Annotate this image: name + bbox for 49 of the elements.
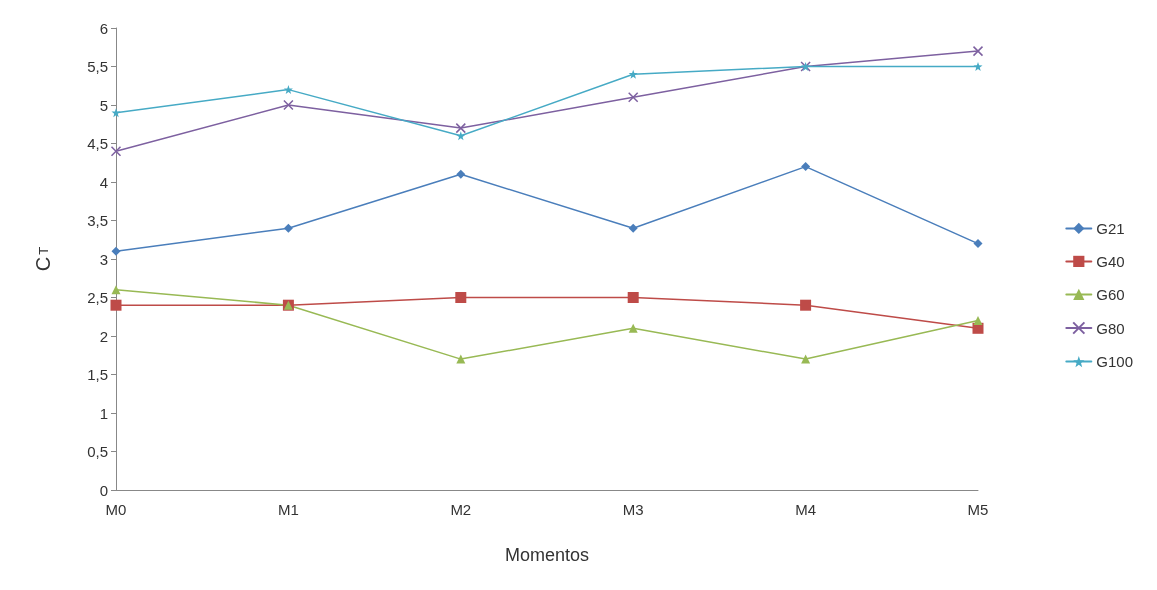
point xyxy=(628,223,638,233)
y-tick-label: 5,5 xyxy=(87,58,108,75)
point xyxy=(972,45,984,57)
point xyxy=(628,323,638,333)
point xyxy=(111,246,121,256)
point xyxy=(455,122,467,134)
y-tick-label: 6 xyxy=(99,19,108,37)
y-tick-label: 0,5 xyxy=(87,443,108,460)
legend-label: G40 xyxy=(1096,252,1125,270)
x-tick-label: M4 xyxy=(795,501,817,518)
y-tick-label: 2 xyxy=(99,327,108,345)
point xyxy=(456,354,466,364)
point xyxy=(456,169,466,179)
legend-label: G21 xyxy=(1096,219,1125,237)
x-tick-label: M5 xyxy=(967,501,989,518)
y-tick-label: 1 xyxy=(99,404,108,422)
legend-label: G100 xyxy=(1096,353,1134,371)
y-tick-label: 0 xyxy=(99,481,108,499)
y-tick-label: 1,5 xyxy=(87,366,108,383)
point xyxy=(283,99,294,111)
y-tick-label: 3 xyxy=(99,250,108,268)
x-tick-label: M3 xyxy=(622,501,644,518)
y-tick-label: 5 xyxy=(99,96,108,114)
point xyxy=(973,62,983,71)
legend-label: G60 xyxy=(1096,285,1125,303)
point xyxy=(627,292,639,303)
y-tick-label: 4,5 xyxy=(87,135,108,152)
point xyxy=(110,145,122,157)
y-axis-title: CT xyxy=(32,246,54,272)
x-tick-label: M0 xyxy=(105,501,127,518)
point xyxy=(455,292,467,303)
point xyxy=(111,285,121,295)
legend-label: G80 xyxy=(1096,319,1125,337)
point xyxy=(628,69,638,79)
y-tick-label: 3,5 xyxy=(87,212,108,229)
x-tick-label: M1 xyxy=(277,501,299,518)
point xyxy=(283,85,293,95)
point xyxy=(627,92,639,103)
point xyxy=(801,354,811,364)
point xyxy=(973,316,983,326)
x-tick-label: M2 xyxy=(450,501,472,518)
y-tick-label: 4 xyxy=(99,173,108,191)
point xyxy=(973,239,983,249)
x-axis-title: Momentos xyxy=(504,545,590,565)
point xyxy=(800,299,812,311)
point xyxy=(110,299,122,311)
y-tick-label: 2,5 xyxy=(87,289,108,306)
point xyxy=(801,162,811,172)
point xyxy=(283,223,293,233)
